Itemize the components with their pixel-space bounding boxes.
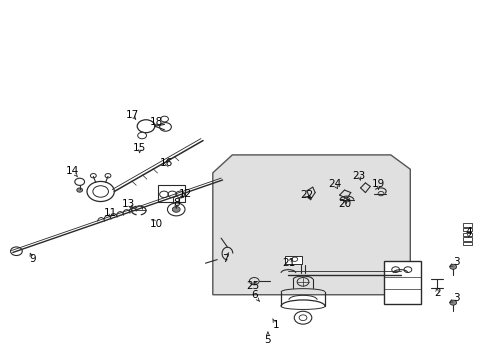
Text: 21: 21 [281,258,294,268]
Circle shape [172,207,180,212]
Text: 8: 8 [173,198,179,208]
Bar [285,256,302,264]
Text: 7: 7 [221,254,228,264]
Text: 10: 10 [150,219,163,229]
Text: 25: 25 [246,281,259,291]
Text: 24: 24 [327,179,341,189]
Circle shape [160,116,168,122]
Bar [463,242,471,245]
Text: 11: 11 [103,208,117,218]
Text: 20: 20 [337,199,350,210]
Circle shape [449,264,456,269]
Bar [463,233,471,236]
Circle shape [138,132,146,139]
Text: 1: 1 [272,320,279,330]
Text: 14: 14 [66,166,80,176]
Bar [463,224,471,226]
Bar [384,261,420,304]
Circle shape [105,174,111,178]
Bar [463,228,471,231]
Bar [158,185,184,202]
Text: 6: 6 [250,291,257,301]
Polygon shape [212,155,409,295]
Circle shape [75,178,84,185]
Circle shape [11,247,22,256]
Text: 16: 16 [160,158,173,168]
Circle shape [77,188,82,192]
Text: 3: 3 [452,293,459,303]
Text: 15: 15 [133,143,146,153]
Circle shape [449,300,456,305]
Circle shape [90,174,96,178]
Text: 23: 23 [352,171,365,181]
Text: 3: 3 [452,257,459,267]
Text: 12: 12 [178,189,191,199]
Text: 18: 18 [150,117,163,127]
Text: 2: 2 [433,288,440,298]
Text: 9: 9 [29,254,36,264]
Text: 5: 5 [264,334,271,345]
Text: 22: 22 [300,190,313,200]
Text: 17: 17 [125,111,139,121]
Bar [463,237,471,240]
Text: 4: 4 [465,227,471,237]
Text: 19: 19 [371,179,385,189]
Text: 13: 13 [122,199,135,210]
